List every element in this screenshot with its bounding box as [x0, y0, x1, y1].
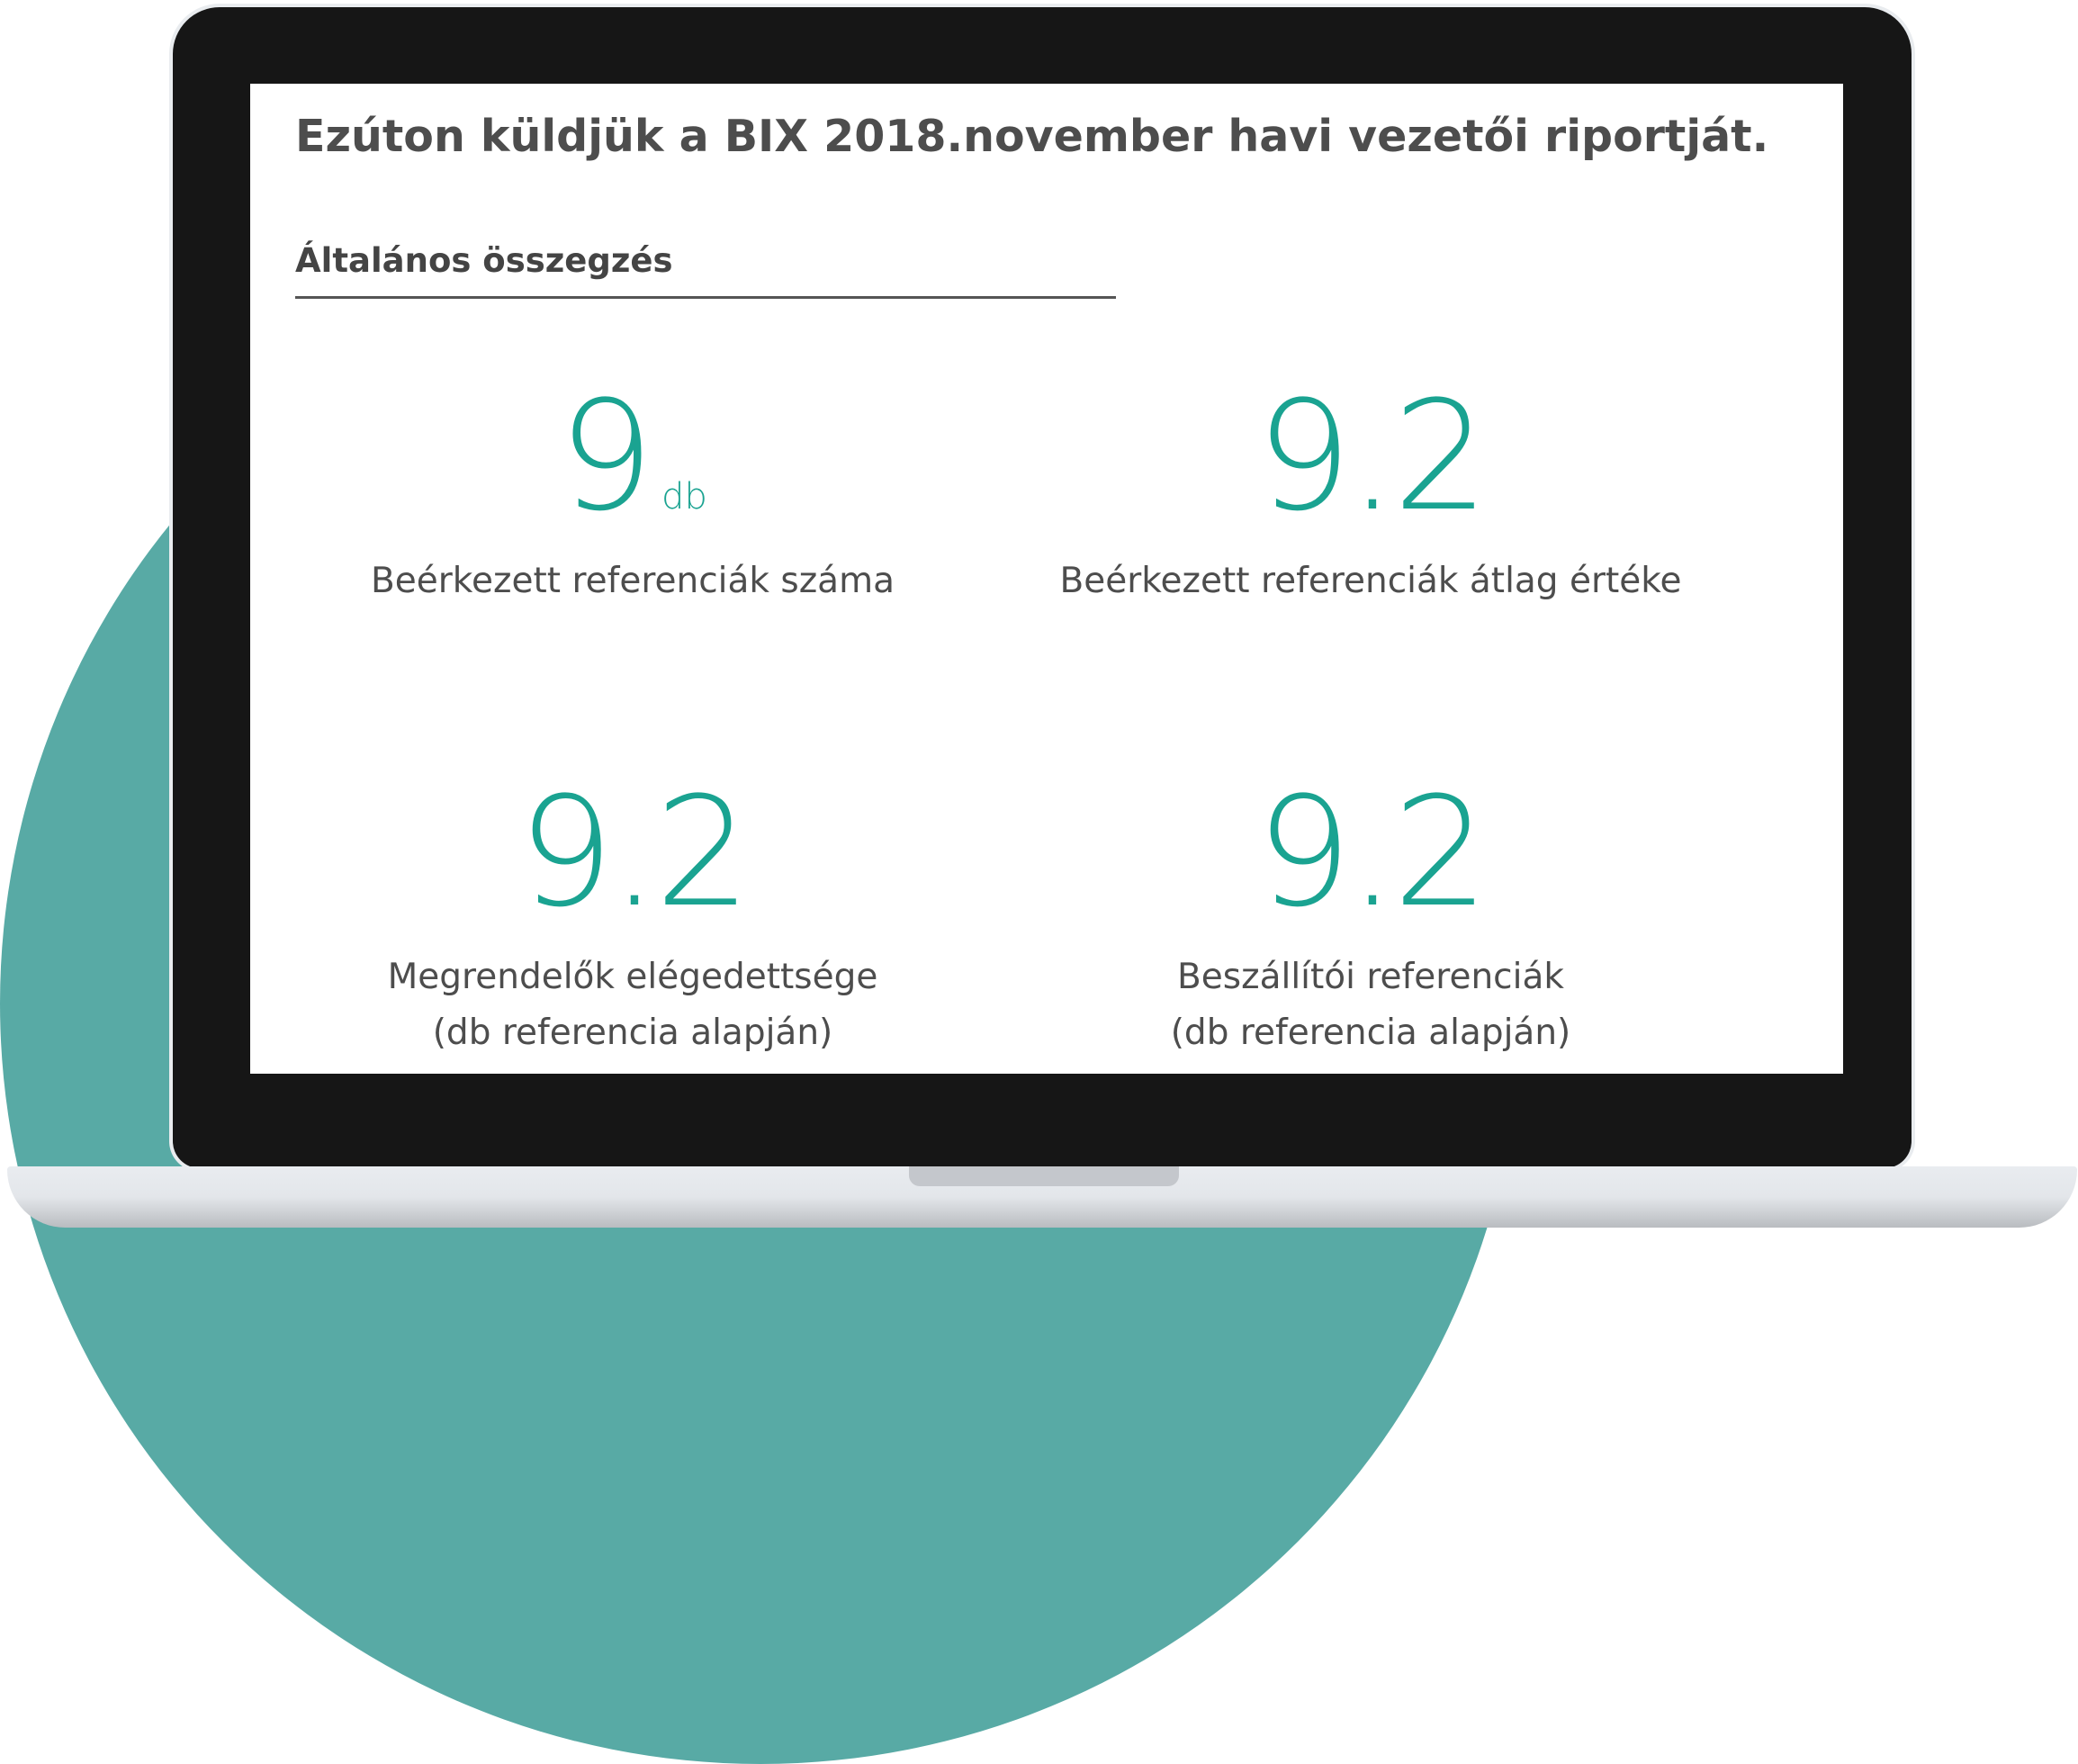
section-title: Általános összegzés [295, 241, 673, 280]
stat-supplier-references: 9.2 Beszállítói referenciák (db referenc… [934, 777, 1807, 1061]
stat-customer-satisfaction: 9.2 Megrendelők elégedettsége (db refere… [259, 777, 1006, 1061]
report-headline: Ezúton küldjük a BIX 2018.november havi … [295, 111, 1769, 162]
stat-label: Megrendelők elégedettsége [387, 957, 878, 997]
stat-value: 9.2 [517, 764, 751, 940]
laptop-opening-notch [909, 1166, 1179, 1186]
stat-label: Beérkezett referenciák száma [371, 561, 895, 601]
stat-value: 9.2 [1255, 764, 1489, 940]
stat-label: Beérkezett referenciák átlag értéke [1059, 561, 1682, 601]
stat-label: Beszállítói referenciák [1177, 957, 1564, 997]
stat-received-references-count: 9 db Beérkezett referenciák száma [259, 381, 1006, 609]
stat-received-references-average: 9.2 Beérkezett referenciák átlag értéke [934, 381, 1807, 609]
stat-value: 9 db [558, 368, 707, 544]
stat-value: 9.2 [1255, 368, 1489, 544]
section-divider [295, 296, 1116, 299]
stat-sublabel: (db referencia alapján) [432, 1012, 833, 1053]
laptop-screen: Ezúton küldjük a BIX 2018.november havi … [250, 84, 1843, 1074]
stat-sublabel: (db referencia alapján) [1170, 1012, 1571, 1053]
stat-unit: db [661, 476, 707, 518]
